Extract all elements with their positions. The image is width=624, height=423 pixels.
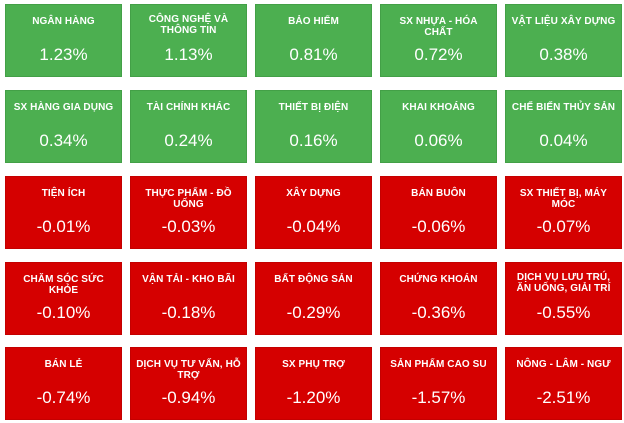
- sector-change: -0.55%: [536, 303, 591, 322]
- sector-name: BẢO HIỂM: [288, 16, 339, 27]
- sector-change: 1.13%: [164, 45, 213, 64]
- sector-change: -0.36%: [411, 303, 466, 322]
- sector-name: BÁN LẺ: [44, 359, 83, 370]
- sector-change: 0.81%: [289, 45, 338, 64]
- sector-name: NÔNG - LÂM - NGƯ: [516, 359, 611, 370]
- sector-change: 0.06%: [414, 131, 463, 150]
- sector-change: -0.10%: [36, 303, 91, 322]
- sector-grid: NGÂN HÀNG 1.23% CÔNG NGHỆ VÀ THÔNG TIN 1…: [5, 4, 622, 420]
- sector-change: -0.03%: [161, 217, 216, 236]
- sector-name: SX HÀNG GIA DỤNG: [13, 102, 114, 113]
- sector-name: DỊCH VỤ TƯ VẤN, HỖ TRỢ: [136, 359, 241, 381]
- sector-tile: CHỨNG KHOÁN -0.36%: [380, 262, 497, 335]
- sector-change: -0.94%: [161, 388, 216, 407]
- sector-name: XÂY DỰNG: [286, 188, 341, 199]
- sector-tile: THIẾT BỊ ĐIỆN 0.16%: [255, 90, 372, 163]
- sector-change: -2.51%: [536, 388, 591, 407]
- sector-name: CHĂM SÓC SỨC KHỎE: [23, 274, 104, 296]
- sector-tile: TIỆN ÍCH -0.01%: [5, 176, 122, 249]
- sector-tile: SX NHỰA - HÓA CHẤT 0.72%: [380, 4, 497, 77]
- sector-tile: VẬN TẢI - KHO BÃI -0.18%: [130, 262, 247, 335]
- sector-tile: BÁN BUÔN -0.06%: [380, 176, 497, 249]
- sector-change: 0.04%: [539, 131, 588, 150]
- sector-change: -0.74%: [36, 388, 91, 407]
- sector-name: CHẾ BIẾN THỦY SẢN: [511, 102, 616, 113]
- sector-change: -0.29%: [286, 303, 341, 322]
- sector-name: TÀI CHÍNH KHÁC: [146, 102, 231, 113]
- sector-change: -0.07%: [536, 217, 591, 236]
- sector-tile: DỊCH VỤ TƯ VẤN, HỖ TRỢ -0.94%: [130, 347, 247, 420]
- sector-tile: XÂY DỰNG -0.04%: [255, 176, 372, 249]
- sector-tile: SẢN PHẨM CAO SU -1.57%: [380, 347, 497, 420]
- sector-name: THIẾT BỊ ĐIỆN: [278, 102, 349, 113]
- sector-name: CHỨNG KHOÁN: [399, 274, 478, 285]
- sector-tile: CHẾ BIẾN THỦY SẢN 0.04%: [505, 90, 622, 163]
- sector-change: 0.34%: [39, 131, 88, 150]
- sector-tile: SX THIẾT BỊ, MÁY MÓC -0.07%: [505, 176, 622, 249]
- sector-name: SẢN PHẨM CAO SU: [390, 359, 487, 370]
- sector-tile: KHAI KHOÁNG 0.06%: [380, 90, 497, 163]
- sector-name: NGÂN HÀNG: [32, 16, 95, 27]
- sector-change: -0.18%: [161, 303, 216, 322]
- sector-name: VẬN TẢI - KHO BÃI: [142, 274, 235, 285]
- sector-tile: BÁN LẺ -0.74%: [5, 347, 122, 420]
- sector-change: -0.04%: [286, 217, 341, 236]
- sector-name: CÔNG NGHỆ VÀ THÔNG TIN: [148, 14, 229, 36]
- sector-tile: BẢO HIỂM 0.81%: [255, 4, 372, 77]
- sector-change: 0.16%: [289, 131, 338, 150]
- sector-name: BÁN BUÔN: [411, 188, 466, 199]
- sector-change: 1.23%: [39, 45, 88, 64]
- sector-tile: DỊCH VỤ LƯU TRÚ, ĂN UỐNG, GIẢI TRÍ -0.55…: [505, 262, 622, 335]
- sector-change: -1.20%: [286, 388, 341, 407]
- sector-name: THỰC PHẨM - ĐỒ UỐNG: [145, 188, 232, 210]
- sector-tile: CÔNG NGHỆ VÀ THÔNG TIN 1.13%: [130, 4, 247, 77]
- sector-change: -0.01%: [36, 217, 91, 236]
- sector-name: DỊCH VỤ LƯU TRÚ, ĂN UỐNG, GIẢI TRÍ: [516, 272, 611, 294]
- sector-change: -1.57%: [411, 388, 466, 407]
- sector-tile: THỰC PHẨM - ĐỒ UỐNG -0.03%: [130, 176, 247, 249]
- sector-tile: SX HÀNG GIA DỤNG 0.34%: [5, 90, 122, 163]
- sector-tile: TÀI CHÍNH KHÁC 0.24%: [130, 90, 247, 163]
- sector-tile: NÔNG - LÂM - NGƯ -2.51%: [505, 347, 622, 420]
- sector-tile: NGÂN HÀNG 1.23%: [5, 4, 122, 77]
- sector-change: 0.38%: [539, 45, 588, 64]
- sector-name: SX THIẾT BỊ, MÁY MÓC: [519, 188, 608, 210]
- sector-change: 0.72%: [414, 45, 463, 64]
- sector-change: 0.24%: [164, 131, 213, 150]
- sector-name: BẤT ĐỘNG SẢN: [274, 274, 353, 285]
- sector-name: VẬT LIỆU XÂY DỰNG: [511, 16, 616, 27]
- sector-tile: SX PHỤ TRỢ -1.20%: [255, 347, 372, 420]
- sector-tile: CHĂM SÓC SỨC KHỎE -0.10%: [5, 262, 122, 335]
- sector-name: TIỆN ÍCH: [41, 188, 86, 199]
- sector-tile: BẤT ĐỘNG SẢN -0.29%: [255, 262, 372, 335]
- sector-change: -0.06%: [411, 217, 466, 236]
- sector-name: KHAI KHOÁNG: [402, 102, 475, 113]
- sector-tile: VẬT LIỆU XÂY DỰNG 0.38%: [505, 4, 622, 77]
- sector-name: SX NHỰA - HÓA CHẤT: [399, 16, 478, 38]
- sector-name: SX PHỤ TRỢ: [282, 359, 345, 370]
